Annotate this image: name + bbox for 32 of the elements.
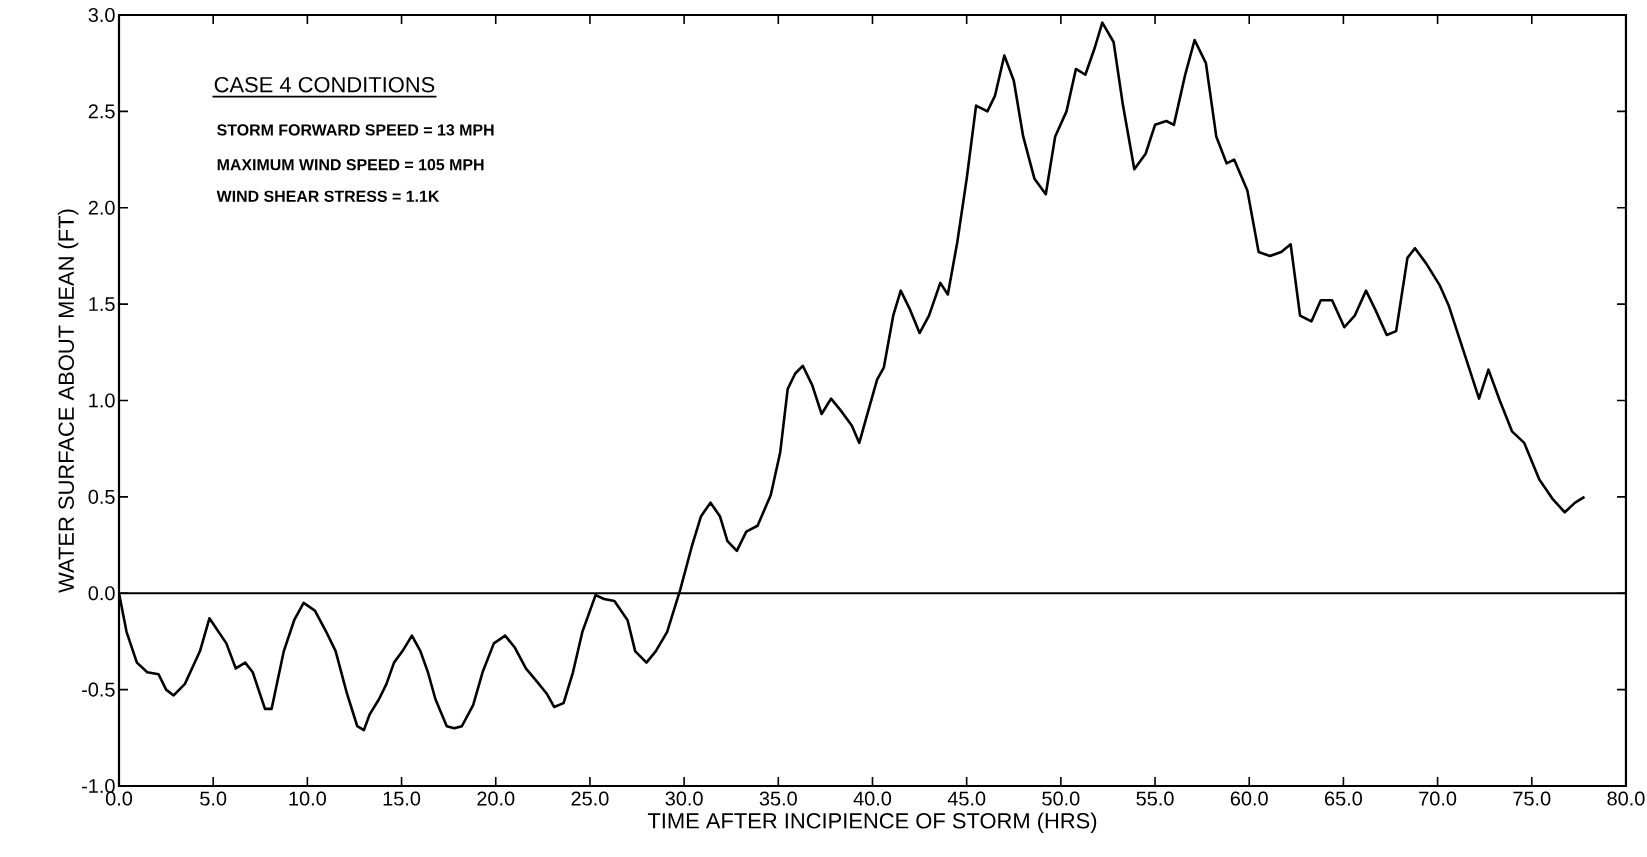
y-tick-label: 2.5 [88,104,115,119]
annotation: WIND SHEAR STRESS = 1.1K [216,190,440,202]
x-tick-label: 15.0 [383,791,421,806]
x-tick-label: 80.0 [1607,791,1645,806]
y-tick-label: 1.0 [89,393,115,408]
annotation: CASE 4 CONDITIONS [214,76,435,93]
annotation: MAXIMUM WIND SPEED = 105 MPH [217,159,484,171]
x-tick-label: 25.0 [571,791,609,806]
x-tick-label: 70.0 [1419,791,1457,806]
x-tick-label: 40.0 [853,791,892,806]
y-tick-label: 0.5 [88,489,115,504]
y-tick-label: 0.0 [88,586,115,601]
x-tick-label: 10.0 [289,791,326,806]
y-tick-label: 2.0 [88,200,115,215]
y-tick-label: 3.0 [88,7,115,23]
x-tick-label: 20.0 [477,791,515,806]
x-tick-label: 0.0 [105,791,133,806]
y-axis-title: WATER SURFACE ABOUT MEAN (FT) [57,209,79,593]
x-tick-label: 30.0 [665,791,703,806]
x-tick-label: 75.0 [1513,791,1551,806]
x-tick-label: 45.0 [947,791,986,806]
x-tick-label: 5.0 [200,791,227,806]
y-tick-label: -1.0 [82,778,115,794]
y-tick-label: -0.5 [82,682,115,697]
x-tick-label: 50.0 [1042,791,1080,806]
x-axis-title: TIME AFTER INCIPIENCE OF STORM (HRS) [647,812,1097,833]
x-tick-label: 65.0 [1325,791,1363,806]
y-tick-label: 1.5 [89,297,115,312]
x-tick-label: 60.0 [1230,791,1268,806]
x-tick-label: 55.0 [1136,791,1174,806]
x-tick-label: 35.0 [759,791,797,806]
annotation: STORM FORWARD SPEED = 13 MPH [217,124,494,136]
